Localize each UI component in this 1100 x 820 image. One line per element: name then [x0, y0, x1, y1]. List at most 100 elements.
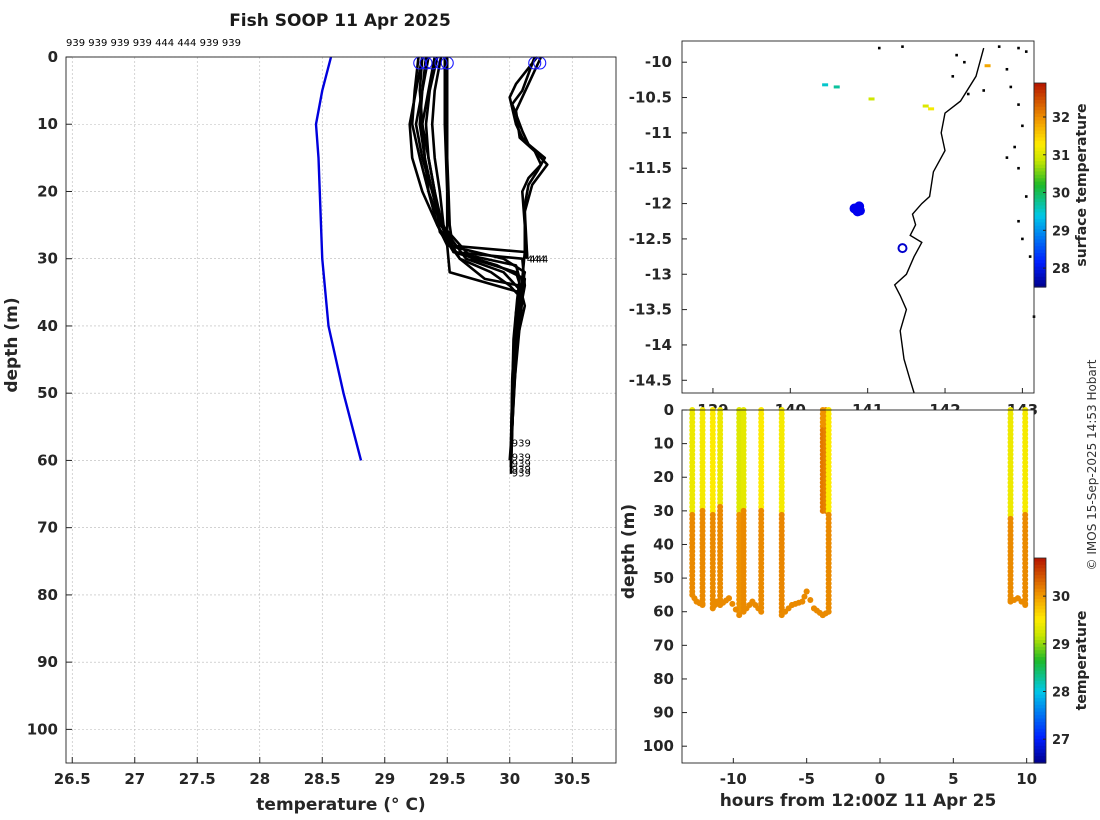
- time-depth-y-tick-label: 10: [653, 435, 674, 453]
- temperature-sample: [758, 608, 765, 615]
- map-colorbar-segment: [1034, 140, 1046, 145]
- temperature-sample: [736, 612, 743, 619]
- profile-x-axis-label: temperature (° C): [256, 795, 425, 815]
- time-depth-x-axis-label: hours from 12:00Z 11 Apr 25: [720, 791, 997, 811]
- island-marker: [1028, 255, 1032, 258]
- map-colorbar-segment: [1034, 174, 1046, 179]
- map-colorbar-segment: [1034, 212, 1046, 217]
- map-colorbar-label: surface temperature: [1074, 103, 1090, 266]
- time-depth-colorbar-segment: [1034, 728, 1046, 733]
- map-colorbar-segment: [1034, 232, 1046, 237]
- time-depth-colorbar-segment: [1034, 674, 1046, 679]
- profile-y-tick-label: 0: [48, 48, 58, 66]
- map-colorbar-segment: [1034, 161, 1046, 166]
- island-marker: [982, 89, 986, 92]
- surface-temperature-point: [822, 83, 829, 87]
- island-marker: [1005, 156, 1009, 159]
- profile-x-tick-label: 30.5: [554, 770, 591, 788]
- island-marker: [955, 53, 958, 57]
- time-depth-colorbar-tick-label: 27: [1052, 733, 1070, 748]
- profile-x-tick-label: 28: [249, 770, 270, 788]
- map-y-tick-label: -11: [645, 124, 672, 142]
- map-y-tick-label: -14.5: [629, 371, 672, 389]
- map-colorbar-segment: [1034, 208, 1046, 213]
- map-plot: 139140141142143-10-10.5-11-11.5-12-12.5-…: [629, 40, 1090, 419]
- time-depth-colorbar-segment: [1034, 667, 1046, 672]
- profile-id-label: 939: [512, 452, 531, 463]
- map-colorbar-segment: [1034, 249, 1046, 254]
- time-depth-colorbar-segment: [1034, 653, 1046, 658]
- map-colorbar-segment: [1034, 283, 1046, 288]
- time-depth-colorbar-segment: [1034, 622, 1046, 627]
- map-colorbar-segment: [1034, 120, 1046, 125]
- time-depth-colorbar-segment: [1034, 657, 1046, 662]
- map-colorbar-segment: [1034, 178, 1046, 183]
- time-depth-colorbar-segment: [1034, 564, 1046, 569]
- profile-y-tick-label: 20: [37, 182, 58, 200]
- profile-x-tick-label: 29.5: [429, 770, 466, 788]
- island-marker: [963, 60, 966, 64]
- map-colorbar-segment: [1034, 229, 1046, 234]
- map-colorbar-segment: [1034, 239, 1046, 244]
- map-colorbar-segment: [1034, 219, 1046, 223]
- profile-x-tick-label: 27.5: [179, 770, 216, 788]
- time-depth-colorbar-segment: [1034, 581, 1046, 586]
- profile-plot: 26.5 27 27.5 28 28.5 29 29.5 30 30.5 0 10 20 30 40 50 6…: [2, 38, 617, 815]
- time-depth-y-tick-label: 60: [653, 603, 674, 621]
- time-depth-colorbar-tick-label: 29: [1052, 638, 1070, 653]
- time-depth-colorbar-segment: [1034, 568, 1046, 573]
- profile-id-label: 939: [512, 469, 531, 480]
- time-depth-colorbar-segment: [1034, 715, 1046, 720]
- time-depth-colorbar-frame: [1033, 557, 1047, 764]
- time-depth-colorbar-segment: [1034, 708, 1046, 713]
- time-depth-colorbar-segment: [1034, 691, 1046, 696]
- time-depth-colorbar-segment: [1034, 742, 1046, 747]
- time-depth-colorbar-segment: [1034, 718, 1046, 723]
- time-depth-colorbar-segment: [1034, 677, 1046, 682]
- time-depth-y-axis-label: depth (m): [619, 504, 639, 599]
- map-colorbar-segment: [1034, 134, 1046, 138]
- time-depth-colorbar-segment: [1034, 626, 1046, 631]
- time-depth-x-tick-label: 10: [1016, 770, 1037, 788]
- map-colorbar-segment: [1034, 103, 1046, 108]
- time-depth-y-tick-label: 70: [653, 636, 674, 654]
- map-colorbar-tick-label: 32: [1052, 111, 1070, 126]
- map-colorbar-segment: [1034, 113, 1046, 118]
- island-marker: [951, 75, 955, 78]
- temperature-sample: [699, 601, 706, 608]
- map-colorbar-segment: [1034, 127, 1046, 132]
- profile-x-tick-label: 28.5: [304, 770, 341, 788]
- map-y-tick-label: -12.5: [629, 230, 672, 248]
- island-marker: [1013, 145, 1016, 149]
- profile-id-label: 939: [512, 438, 531, 449]
- temperature-sample: [729, 600, 736, 607]
- time-depth-colorbar-segment: [1034, 599, 1046, 604]
- time-depth-y-tick-label: 40: [653, 535, 674, 553]
- temperature-sample: [825, 608, 832, 615]
- time-depth-colorbar-segment: [1034, 694, 1046, 699]
- map-colorbar-frame: [1033, 82, 1047, 288]
- island-marker: [1021, 237, 1024, 241]
- island-marker: [1017, 166, 1020, 170]
- profile-axes-frame: [65, 56, 617, 764]
- island-marker: [1017, 46, 1020, 50]
- surface-temperature-point: [868, 97, 875, 101]
- time-depth-colorbar-segment: [1034, 670, 1046, 675]
- map-colorbar-segment: [1034, 222, 1046, 227]
- time-depth-colorbar-segment: [1034, 643, 1046, 648]
- profile-y-tick-label: 70: [37, 519, 58, 537]
- time-depth-colorbar-segment: [1034, 578, 1046, 583]
- time-depth-y-tick-label: 30: [653, 502, 674, 520]
- time-depth-colorbar-segment: [1034, 681, 1046, 686]
- time-depth-colorbar-segment: [1034, 725, 1046, 730]
- profile-id-label: 939: [512, 459, 531, 470]
- map-colorbar-segment: [1034, 168, 1046, 172]
- map-colorbar-tick-label: 30: [1052, 187, 1070, 202]
- profile-id-label: 939: [512, 464, 531, 475]
- time-depth-colorbar-segment: [1034, 739, 1046, 744]
- map-colorbar-segment: [1034, 188, 1046, 193]
- time-depth-colorbar-label: temperature: [1074, 611, 1090, 711]
- profile-y-tick-label: 90: [37, 653, 58, 671]
- temperature-sample: [807, 596, 814, 603]
- credit-label: © IMOS 15-Sep-2025 14:53 Hobart: [1085, 359, 1099, 570]
